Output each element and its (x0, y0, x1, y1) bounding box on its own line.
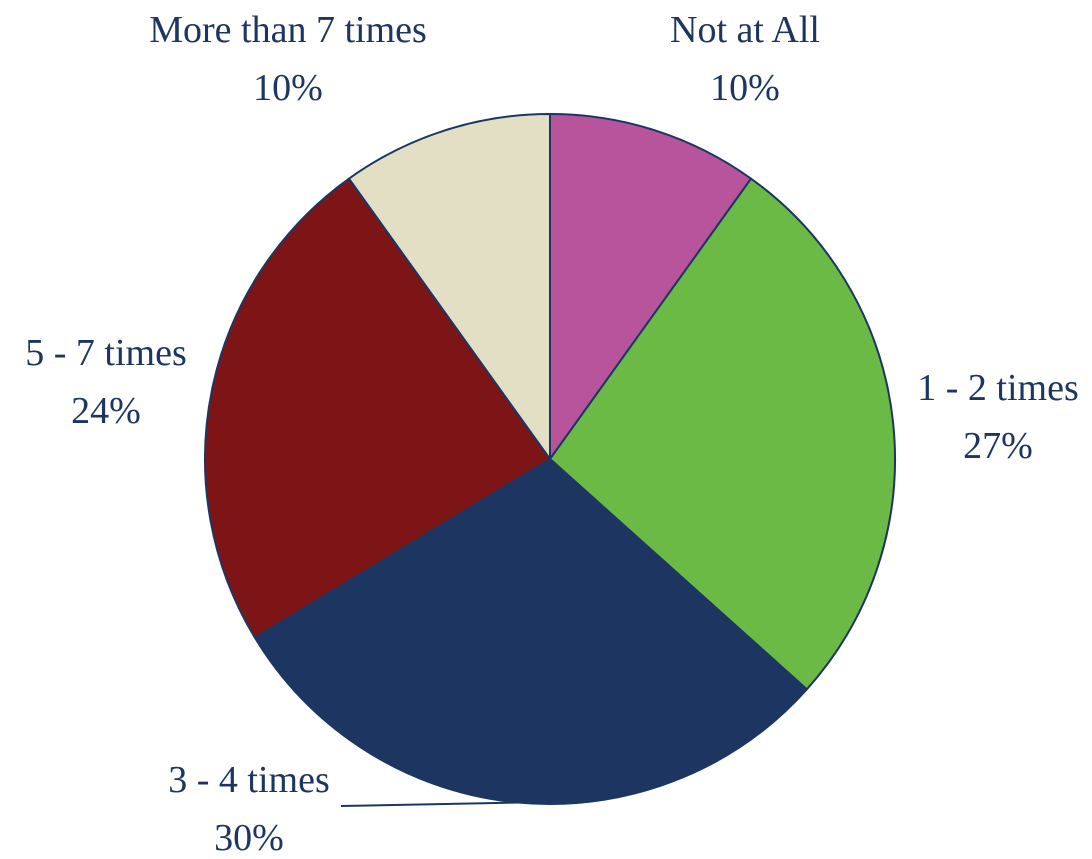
slice-label-not-at-all: Not at All (670, 9, 820, 51)
slice-value-label-more-than-7-times: 10% (253, 67, 323, 109)
slice-label-5-7-times: 5 - 7 times (25, 332, 186, 374)
pie-slice-more-than-7-times (347, 113, 551, 460)
slice-value-label-3-4-times: 30% (214, 817, 284, 854)
slice-value-label-not-at-all: 10% (710, 67, 780, 109)
slice-label-more-than-7-times: More than 7 times (149, 9, 427, 51)
slice-label-1-2-times: 1 - 2 times (917, 367, 1078, 409)
leader-line-3-4-times (340, 801, 547, 807)
slice-value-label-1-2-times: 27% (963, 425, 1033, 467)
slice-value-label-5-7-times: 24% (71, 390, 141, 432)
slice-label-3-4-times: 3 - 4 times (168, 759, 329, 801)
labels-layer: Not at All 10% 1 - 2 times 27% 3 - 4 times 30… (25, 9, 1078, 859)
slices-layer (204, 113, 896, 805)
leader-lines-layer (340, 801, 547, 807)
pie-slice-1-2-times (549, 177, 896, 691)
pie-slice-5-7-times (204, 177, 551, 639)
pie-slice-not-at-all (549, 113, 753, 460)
